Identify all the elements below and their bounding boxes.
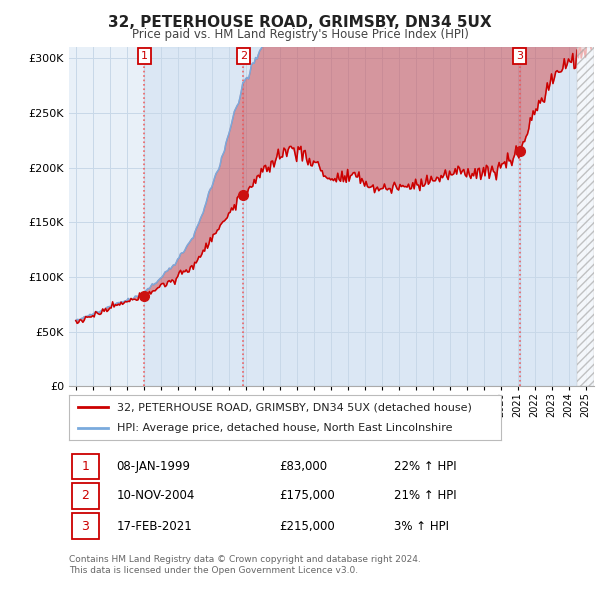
Text: £175,000: £175,000 [279, 490, 335, 503]
Text: Contains HM Land Registry data © Crown copyright and database right 2024.: Contains HM Land Registry data © Crown c… [69, 555, 421, 563]
Text: This data is licensed under the Open Government Licence v3.0.: This data is licensed under the Open Gov… [69, 566, 358, 575]
Text: 32, PETERHOUSE ROAD, GRIMSBY, DN34 5UX (detached house): 32, PETERHOUSE ROAD, GRIMSBY, DN34 5UX (… [116, 402, 472, 412]
Text: 17-FEB-2021: 17-FEB-2021 [116, 520, 192, 533]
Text: 3: 3 [516, 51, 523, 61]
FancyBboxPatch shape [71, 454, 99, 480]
Text: £83,000: £83,000 [279, 460, 327, 473]
Text: 1: 1 [82, 460, 89, 473]
Text: 3: 3 [82, 520, 89, 533]
Text: HPI: Average price, detached house, North East Lincolnshire: HPI: Average price, detached house, Nort… [116, 422, 452, 432]
Text: 2: 2 [82, 490, 89, 503]
Text: 22% ↑ HPI: 22% ↑ HPI [395, 460, 457, 473]
Text: Price paid vs. HM Land Registry's House Price Index (HPI): Price paid vs. HM Land Registry's House … [131, 28, 469, 41]
FancyBboxPatch shape [71, 483, 99, 509]
Text: 2: 2 [240, 51, 247, 61]
Text: 3% ↑ HPI: 3% ↑ HPI [395, 520, 449, 533]
Text: 10-NOV-2004: 10-NOV-2004 [116, 490, 194, 503]
FancyBboxPatch shape [71, 513, 99, 539]
Text: 1: 1 [141, 51, 148, 61]
Text: £215,000: £215,000 [279, 520, 335, 533]
Text: 08-JAN-1999: 08-JAN-1999 [116, 460, 190, 473]
Text: 32, PETERHOUSE ROAD, GRIMSBY, DN34 5UX: 32, PETERHOUSE ROAD, GRIMSBY, DN34 5UX [108, 15, 492, 30]
Text: 21% ↑ HPI: 21% ↑ HPI [395, 490, 457, 503]
